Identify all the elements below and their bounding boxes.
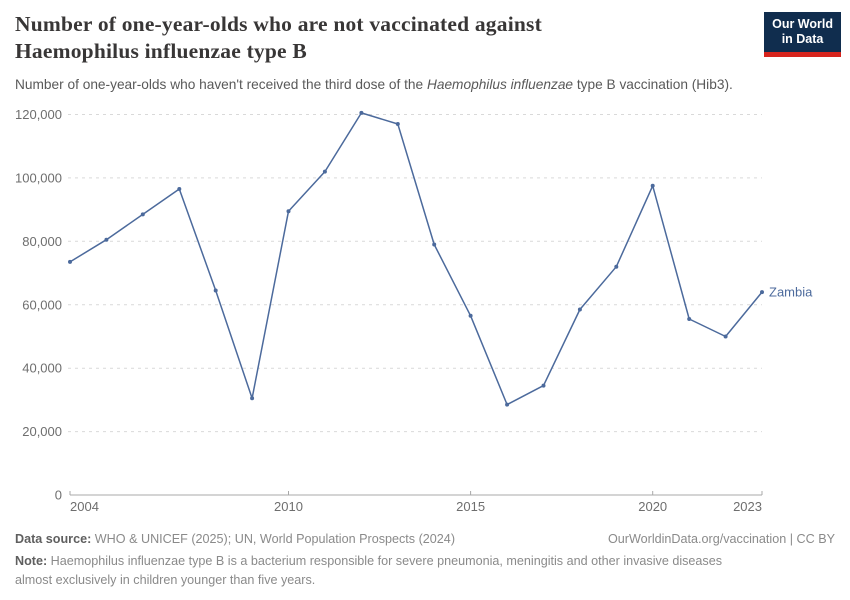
x-tick-label: 2023: [733, 499, 762, 514]
data-point[interactable]: [723, 334, 728, 339]
data-point[interactable]: [359, 110, 364, 115]
y-tick-label: 20,000: [22, 424, 62, 439]
y-tick-label: 120,000: [15, 107, 62, 122]
data-point[interactable]: [614, 264, 619, 269]
subtitle-text-suffix: type B vaccination (Hib3).: [573, 77, 733, 92]
owid-logo[interactable]: Our World in Data: [764, 12, 841, 57]
data-point[interactable]: [541, 383, 546, 388]
data-point[interactable]: [68, 259, 72, 264]
data-point[interactable]: [650, 183, 655, 188]
y-tick-label: 60,000: [22, 297, 62, 312]
data-point[interactable]: [577, 307, 582, 312]
data-point[interactable]: [432, 242, 437, 247]
chart-footer: Data source: WHO & UNICEF (2025); UN, Wo…: [15, 530, 835, 589]
x-tick-label: 2020: [638, 499, 667, 514]
owid-url-link[interactable]: OurWorldinData.org/vaccination | CC BY: [607, 532, 835, 546]
owid-logo-line1: Our World: [772, 17, 833, 31]
data-source-text: WHO & UNICEF (2025); UN, World Populatio…: [91, 532, 456, 546]
data-point[interactable]: [760, 290, 764, 295]
note-label: Note:: [15, 554, 48, 569]
owid-logo-line2: in Data: [781, 32, 824, 46]
data-point[interactable]: [104, 237, 109, 242]
data-source: Data source: WHO & UNICEF (2025); UN, Wo…: [15, 530, 455, 548]
data-source-label: Data source:: [15, 532, 92, 546]
x-tick-label: 2004: [70, 499, 99, 514]
data-point[interactable]: [213, 288, 218, 293]
data-point[interactable]: [687, 317, 692, 321]
x-tick-label: 2010: [274, 499, 303, 514]
data-point[interactable]: [468, 313, 473, 318]
subtitle-italic-text: Haemophilus influenzae: [426, 77, 574, 92]
data-point[interactable]: [177, 187, 182, 191]
x-tick-label: 2015: [456, 499, 485, 514]
chart-note: Note: Haemophilus influenzae type B is a…: [15, 552, 747, 589]
entity-label[interactable]: Zambia: [769, 285, 813, 300]
y-tick-label: 80,000: [22, 234, 62, 249]
note-text: Haemophilus influenzae type B is a bacte…: [15, 554, 723, 587]
y-tick-label: 0: [55, 488, 62, 503]
page-title: Number of one-year-olds who are not vacc…: [15, 11, 542, 65]
data-point[interactable]: [395, 122, 400, 126]
y-tick-label: 100,000: [15, 170, 62, 185]
chart-subtitle: Number of one-year-olds who haven't rece…: [15, 77, 733, 92]
data-point[interactable]: [286, 209, 291, 214]
page-title-line1: Number of one-year-olds who are not vacc…: [15, 12, 542, 36]
subtitle-text: Number of one-year-olds who haven't rece…: [15, 77, 427, 92]
data-point[interactable]: [140, 212, 145, 217]
trend-line[interactable]: [69, 112, 763, 406]
source-row: Data source: WHO & UNICEF (2025); UN, Wo…: [15, 530, 835, 548]
data-point[interactable]: [250, 396, 255, 401]
page-title-line2: Haemophilus influenzae type B: [15, 39, 307, 63]
y-tick-label: 40,000: [22, 361, 62, 376]
data-point[interactable]: [322, 169, 327, 174]
data-point[interactable]: [505, 402, 510, 407]
